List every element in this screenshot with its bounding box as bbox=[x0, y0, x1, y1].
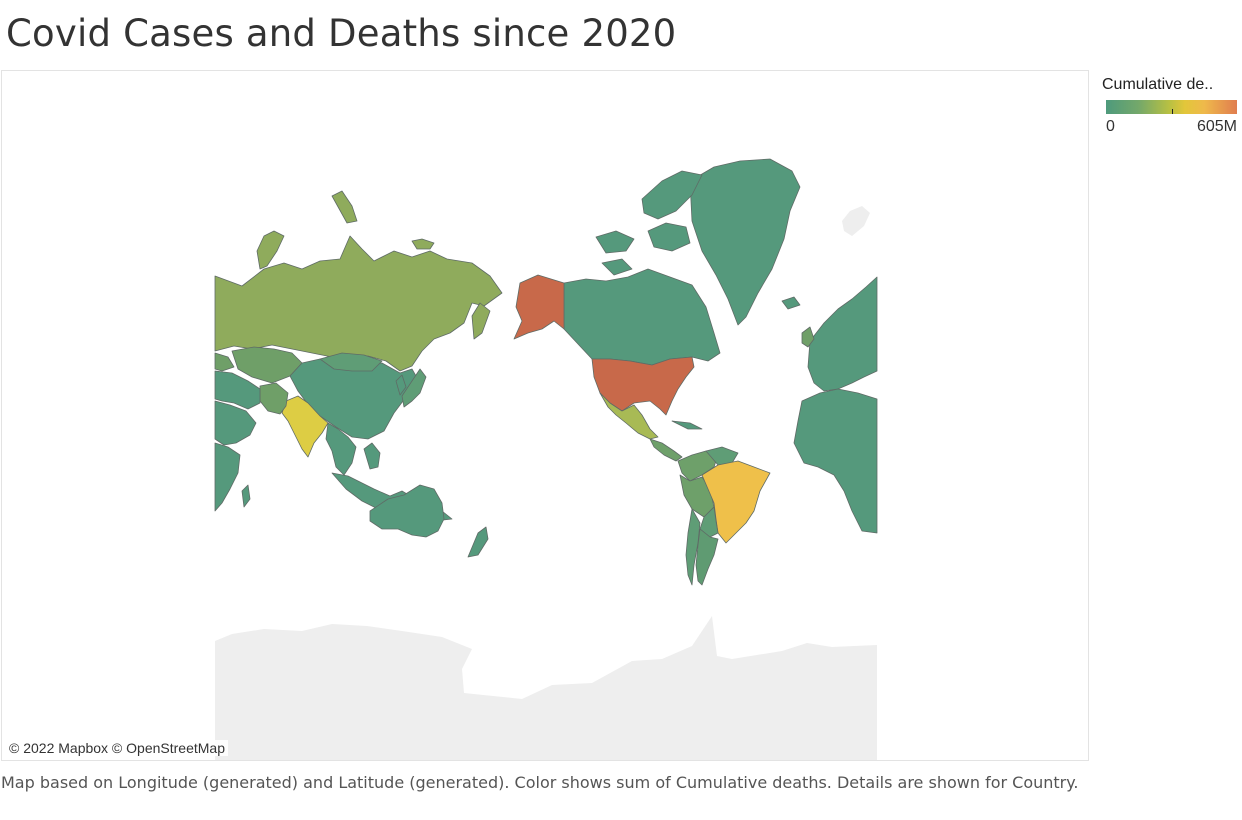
country-mongolia[interactable] bbox=[319, 352, 383, 372]
country-russia[interactable] bbox=[214, 235, 503, 372]
legend-title: Cumulative de.. bbox=[1102, 76, 1214, 93]
country-new-zealand[interactable] bbox=[467, 526, 489, 558]
map-view[interactable]: © 2022 Mapbox © OpenStreetMap bbox=[1, 70, 1089, 761]
legend-gradient-bar bbox=[1106, 100, 1237, 114]
dashboard-title: Covid Cases and Deaths since 2020 bbox=[6, 12, 677, 55]
legend-midpoint-tick bbox=[1172, 109, 1173, 114]
country-chile[interactable] bbox=[685, 508, 701, 586]
country-india[interactable] bbox=[281, 395, 329, 458]
legend-min-label: 0 bbox=[1106, 118, 1115, 135]
country-europe[interactable] bbox=[807, 276, 878, 392]
country-turkey[interactable] bbox=[214, 352, 235, 372]
country-philippines[interactable] bbox=[363, 442, 381, 470]
map-attribution: © 2022 Mapbox © OpenStreetMap bbox=[6, 740, 228, 756]
country-iceland[interactable] bbox=[781, 296, 801, 310]
country-alaska[interactable] bbox=[513, 274, 565, 340]
country-africa[interactable] bbox=[793, 388, 878, 534]
country-argentina[interactable] bbox=[695, 528, 719, 586]
country-mexico[interactable] bbox=[599, 392, 659, 440]
country-korea[interactable] bbox=[395, 374, 407, 396]
country-australia[interactable] bbox=[369, 484, 445, 538]
country-canada[interactable] bbox=[563, 268, 721, 366]
country-pakistan[interactable] bbox=[259, 382, 289, 415]
country-uk[interactable] bbox=[801, 326, 815, 348]
country-brazil[interactable] bbox=[701, 460, 771, 544]
country-japan[interactable] bbox=[401, 368, 427, 408]
antarctica bbox=[215, 206, 877, 760]
legend-max-label: 605M bbox=[1196, 118, 1237, 135]
country-madagascar[interactable] bbox=[241, 484, 251, 508]
country-colombia[interactable] bbox=[677, 450, 719, 482]
country-greenland[interactable] bbox=[689, 158, 801, 326]
countries[interactable] bbox=[214, 158, 878, 586]
country-saudi-arabia[interactable] bbox=[214, 400, 257, 446]
country-venezuela[interactable] bbox=[705, 446, 739, 466]
country-cuba[interactable] bbox=[671, 420, 703, 430]
country-canada-islands[interactable] bbox=[595, 170, 703, 276]
country-east-africa[interactable] bbox=[214, 442, 241, 512]
country-russia-islands[interactable] bbox=[256, 190, 491, 340]
country-southeast-asia[interactable] bbox=[325, 422, 357, 476]
map-caption: Map based on Longitude (generated) and L… bbox=[1, 773, 1079, 792]
world-map[interactable] bbox=[2, 71, 1089, 761]
color-legend[interactable]: Cumulative de.. 0 605M bbox=[1101, 76, 1239, 138]
country-central-america[interactable] bbox=[649, 438, 683, 462]
country-iran[interactable] bbox=[214, 370, 261, 410]
